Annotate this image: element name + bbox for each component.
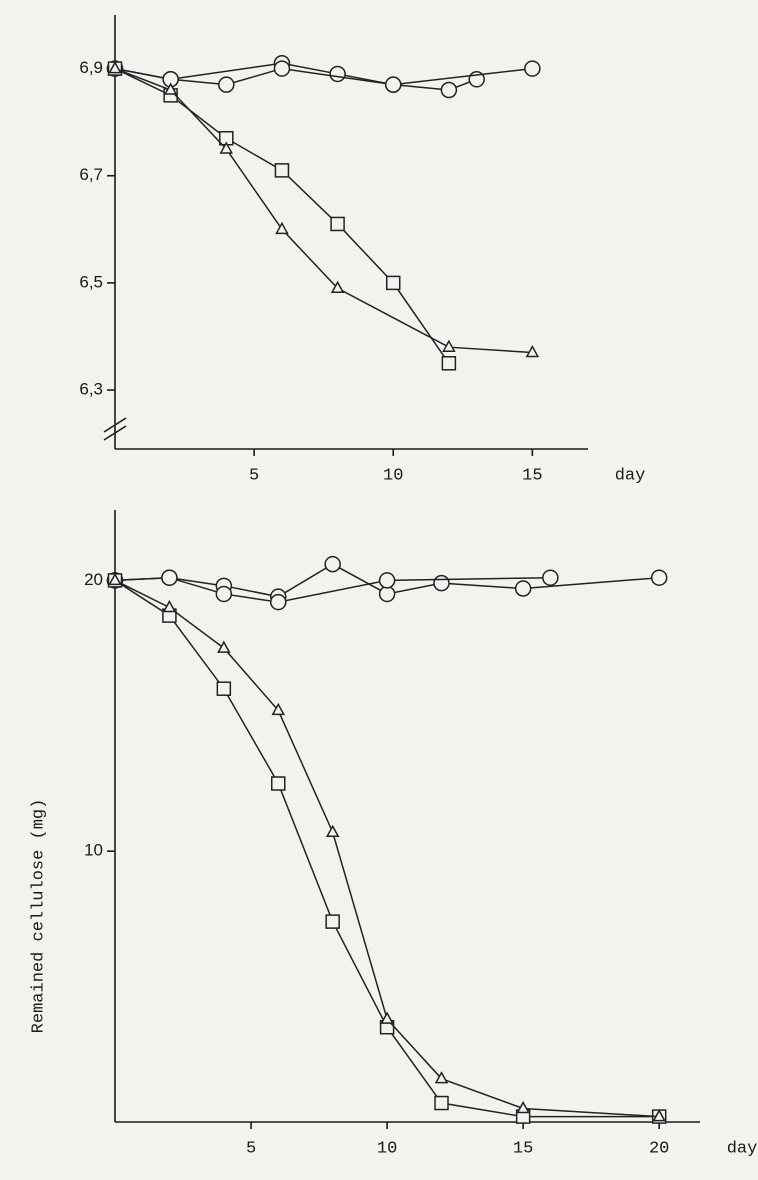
x-tick-label: 20	[649, 1139, 669, 1158]
point	[650, 569, 668, 586]
point	[270, 593, 287, 611]
point	[271, 702, 286, 716]
x-tick-label: 5	[246, 1139, 256, 1158]
x-tick-label: 15	[513, 1139, 533, 1158]
point	[275, 221, 289, 235]
point	[161, 569, 178, 586]
y-tick-label: 6,9	[79, 58, 103, 77]
point	[274, 163, 290, 178]
point	[652, 1109, 666, 1122]
point	[324, 555, 341, 573]
point	[271, 776, 286, 791]
point	[218, 76, 235, 93]
point	[330, 216, 345, 232]
point	[434, 1095, 449, 1111]
x-tick-label: 10	[383, 466, 403, 485]
x-tick-label: 15	[522, 466, 542, 485]
point	[384, 76, 402, 93]
point	[525, 344, 540, 358]
x-tick-label: 10	[377, 1139, 397, 1158]
point	[163, 82, 178, 95]
y-axis-label: Remained cellulose (mg)	[29, 799, 48, 1034]
point	[217, 640, 231, 653]
point	[524, 60, 541, 77]
point	[542, 569, 559, 586]
point	[440, 81, 458, 99]
point	[216, 681, 232, 696]
point	[378, 585, 396, 603]
point	[385, 275, 401, 291]
series-line	[114, 67, 450, 364]
point	[378, 572, 396, 589]
point	[380, 1011, 394, 1024]
point	[516, 1100, 530, 1114]
x-axis-label: day	[615, 466, 646, 485]
y-tick-label: 6,7	[79, 165, 103, 184]
y-tick-label: 20	[84, 570, 103, 589]
point	[325, 824, 340, 837]
point	[219, 141, 234, 154]
point	[108, 572, 122, 586]
series-line	[114, 579, 660, 1118]
point	[433, 574, 450, 592]
point	[434, 1071, 449, 1084]
point	[442, 339, 456, 352]
x-tick-label: 5	[249, 466, 259, 485]
series-line	[114, 579, 660, 1118]
point	[215, 585, 233, 603]
x-axis-label: day	[727, 1139, 758, 1158]
point	[162, 599, 177, 613]
y-tick-label: 10	[84, 841, 103, 860]
point	[273, 60, 291, 77]
point	[330, 280, 345, 294]
y-tick-label: 6,5	[79, 272, 103, 291]
point	[108, 61, 122, 74]
point	[514, 580, 532, 597]
point	[325, 914, 340, 929]
series-line	[114, 67, 533, 86]
series-line	[114, 576, 551, 603]
point	[329, 65, 346, 83]
point	[441, 356, 457, 371]
y-tick-label: 6,3	[79, 380, 103, 399]
